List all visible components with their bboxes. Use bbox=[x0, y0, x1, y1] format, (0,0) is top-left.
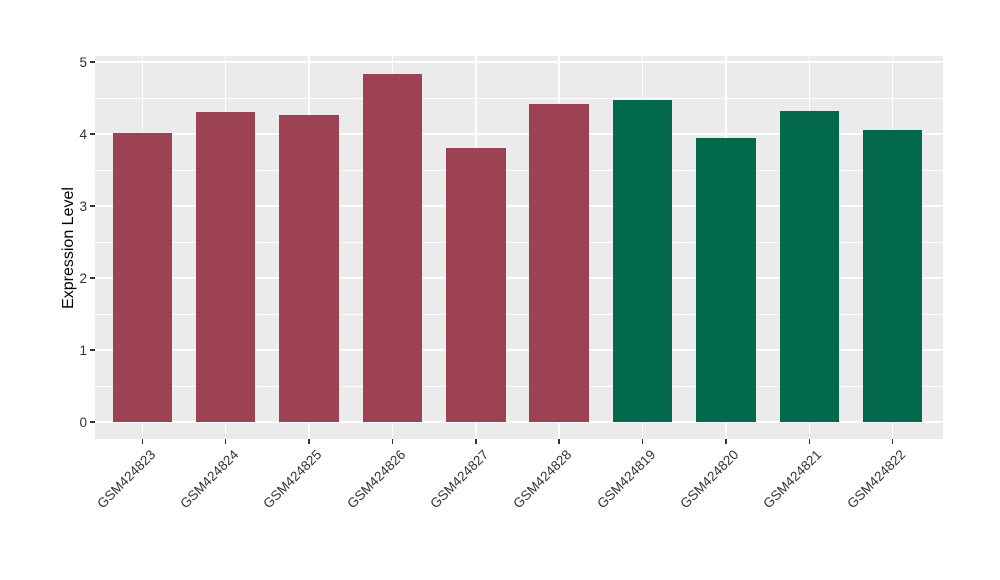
x-tick-label: GSM424828 bbox=[510, 447, 575, 512]
x-tick-mark bbox=[224, 439, 227, 444]
x-tick-label: GSM424826 bbox=[343, 447, 409, 512]
grid-line-major bbox=[95, 133, 943, 135]
x-tick-label: GSM424823 bbox=[93, 447, 158, 512]
bar-GSM424825 bbox=[279, 114, 339, 422]
y-tick-mark bbox=[90, 421, 95, 423]
y-tick-label: 2 bbox=[79, 270, 87, 286]
y-tick-label: 0 bbox=[79, 414, 87, 430]
x-tick-label: GSM424824 bbox=[177, 447, 242, 512]
grid-line-minor bbox=[95, 313, 943, 315]
bar-GSM424820 bbox=[696, 137, 756, 422]
y-tick-label: 4 bbox=[79, 126, 87, 142]
y-tick-label: 5 bbox=[79, 54, 87, 70]
bar-GSM424822 bbox=[862, 129, 923, 422]
x-tick-mark bbox=[641, 439, 644, 444]
x-tick-mark bbox=[475, 439, 477, 444]
grid-line-major bbox=[95, 349, 943, 351]
bar-GSM424828 bbox=[529, 104, 589, 422]
x-tick-mark bbox=[725, 439, 727, 444]
x-tick-mark bbox=[308, 439, 310, 444]
x-tick-label: GSM424825 bbox=[260, 447, 325, 512]
grid-line-major bbox=[95, 205, 943, 207]
bar-GSM424824 bbox=[195, 111, 256, 422]
bar-GSM424823 bbox=[112, 132, 173, 422]
bar-GSM424826 bbox=[362, 74, 423, 422]
y-tick-mark bbox=[90, 205, 95, 207]
plot-panel bbox=[95, 56, 943, 439]
x-tick-label: GSM424821 bbox=[760, 447, 825, 512]
x-tick-label: GSM424827 bbox=[427, 447, 492, 512]
x-tick-label: GSM424822 bbox=[844, 447, 909, 512]
x-tick-mark bbox=[891, 439, 894, 444]
bar-GSM424819 bbox=[612, 100, 673, 422]
x-tick-mark bbox=[808, 439, 810, 444]
bar-GSM424827 bbox=[446, 147, 506, 422]
grid-line-minor bbox=[95, 97, 943, 99]
y-tick-mark bbox=[90, 133, 95, 135]
grid-line-major bbox=[95, 61, 943, 63]
y-tick-mark bbox=[90, 349, 95, 351]
x-tick-mark bbox=[141, 439, 144, 444]
grid-line-major bbox=[95, 277, 943, 279]
grid-line-minor bbox=[95, 169, 943, 171]
grid-line-minor bbox=[95, 385, 943, 387]
grid-line-major bbox=[95, 421, 943, 423]
y-tick-mark bbox=[90, 277, 95, 279]
x-tick-mark bbox=[391, 439, 394, 444]
x-tick-label: GSM424819 bbox=[593, 447, 659, 512]
y-tick-label: 1 bbox=[79, 342, 87, 358]
y-tick-mark bbox=[90, 61, 95, 63]
y-tick-label: 3 bbox=[79, 198, 87, 214]
grid-line-minor bbox=[95, 241, 943, 243]
bar-GSM424821 bbox=[779, 110, 839, 422]
x-tick-label: GSM424820 bbox=[677, 447, 742, 512]
x-tick-mark bbox=[558, 439, 560, 444]
